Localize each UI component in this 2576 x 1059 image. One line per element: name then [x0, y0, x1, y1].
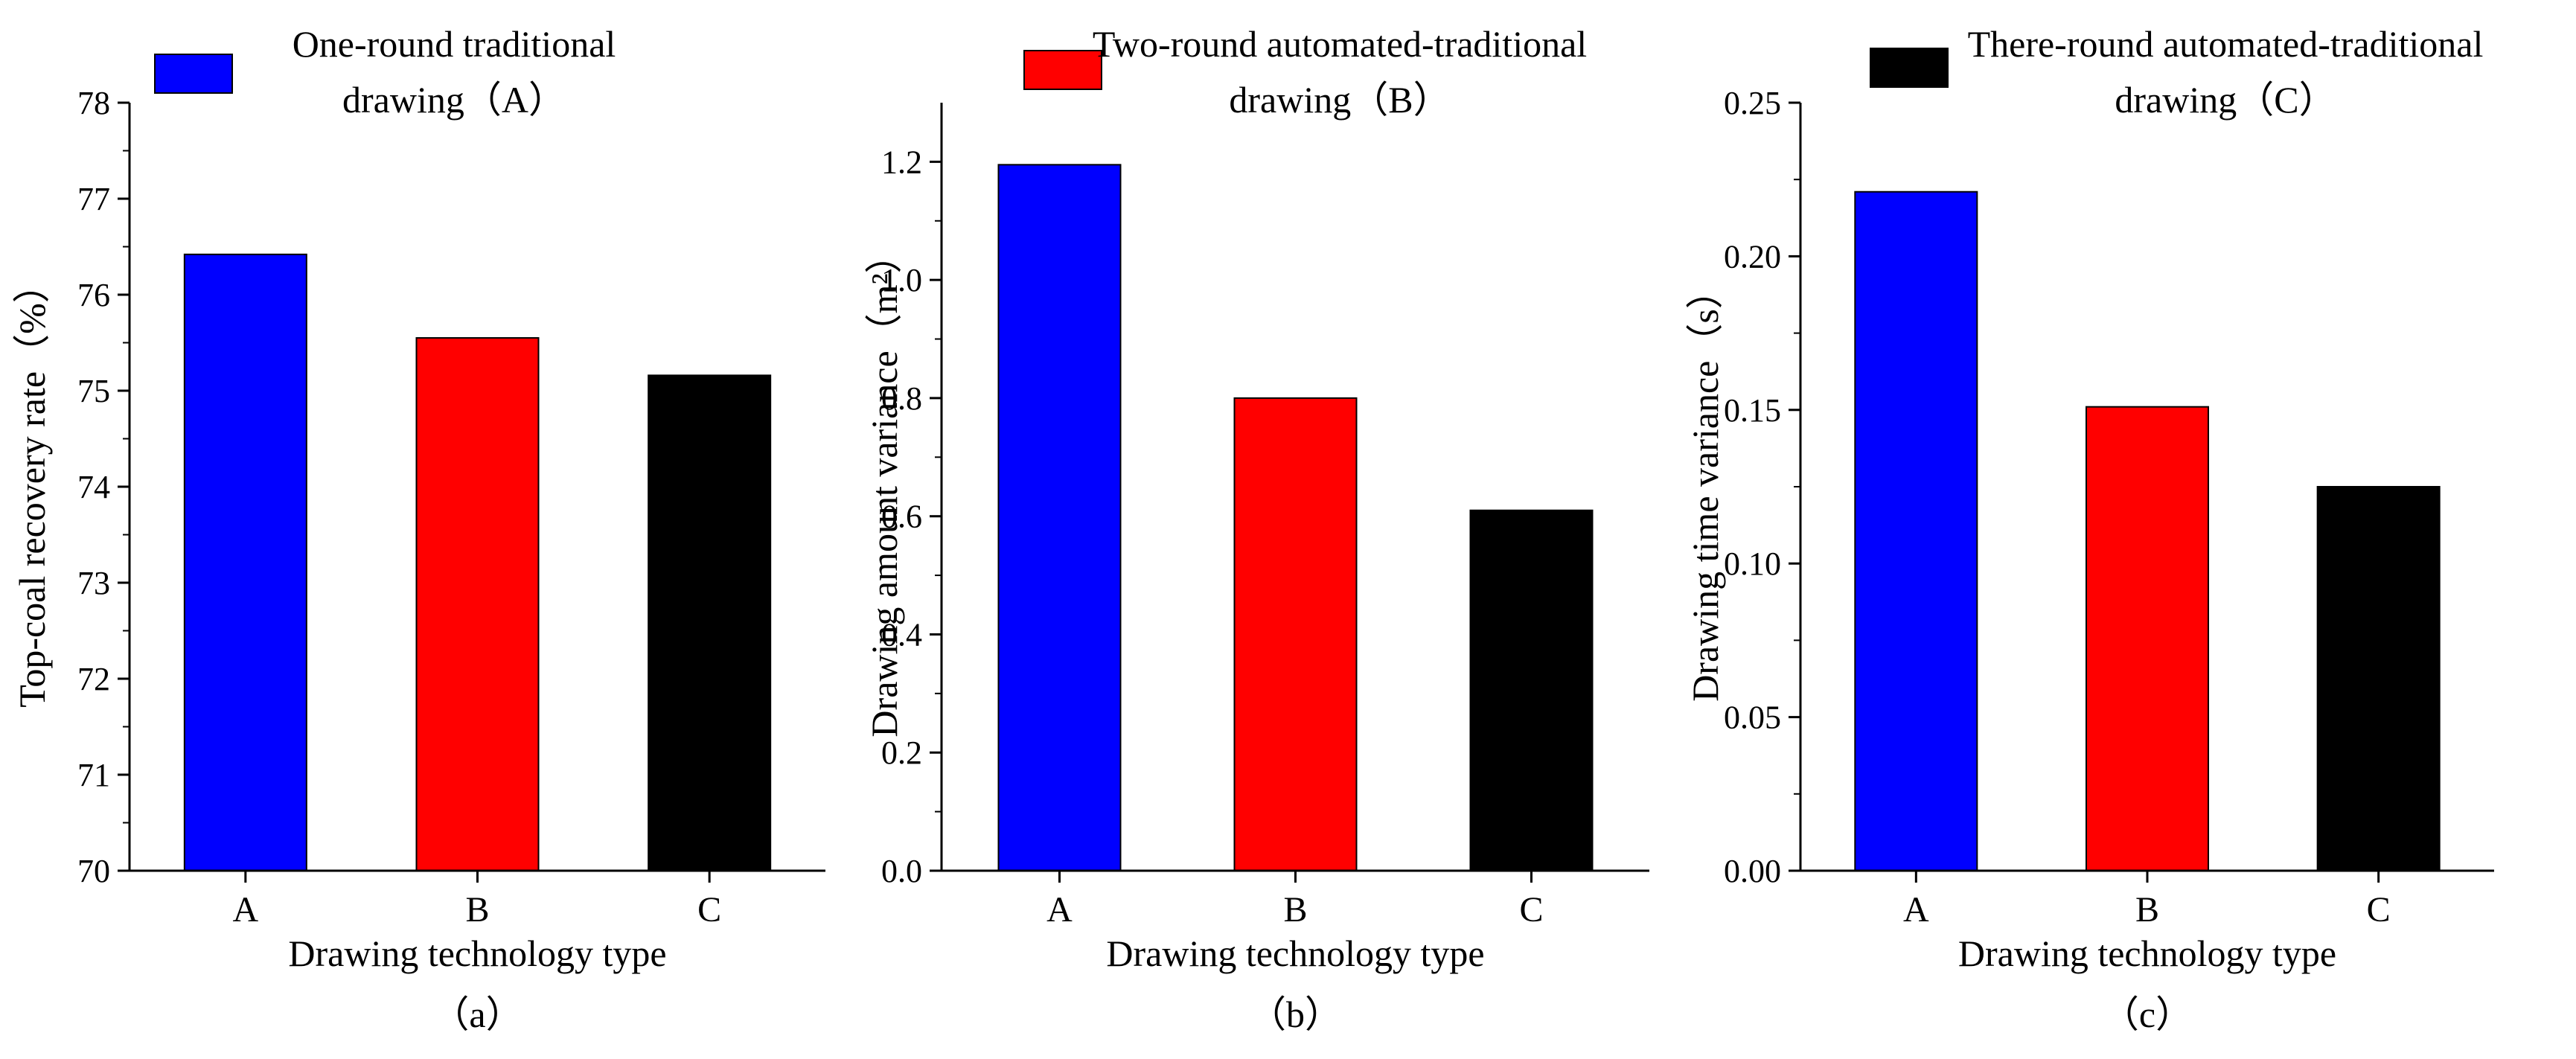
legend-label: drawing（C）	[2115, 79, 2336, 121]
x-tick-label: C	[697, 890, 721, 930]
legend-swatch	[1023, 50, 1102, 90]
bar-b	[1233, 397, 1358, 871]
bar-b	[2086, 406, 2209, 871]
y-tick-label: 0.05	[1724, 700, 1781, 736]
x-tick-label: A	[232, 890, 258, 930]
x-tick-label: B	[465, 890, 489, 930]
y-tick-label: 0.25	[1724, 85, 1781, 121]
x-tick-label: C	[1519, 890, 1543, 930]
y-tick-label: 76	[77, 277, 110, 313]
y-tick-label: 0.6	[881, 499, 922, 535]
y-tick-label: 0.10	[1724, 546, 1781, 582]
y-tick-label: 71	[77, 757, 110, 793]
panel-label: （c）	[2102, 994, 2193, 1035]
panel-label: （a）	[432, 994, 522, 1035]
legend-label: Two-round automated-traditional	[1093, 23, 1587, 65]
y-tick-label: 73	[77, 565, 110, 601]
y-tick-label: 0.0	[881, 853, 922, 889]
bar-c	[1469, 509, 1594, 871]
x-tick-label: B	[1283, 890, 1307, 930]
y-tick-label: 72	[77, 661, 110, 697]
x-axis-title: Drawing technology type	[1106, 932, 1484, 974]
y-tick-label: 0.20	[1724, 238, 1781, 275]
panel-label: （b）	[1249, 994, 1342, 1035]
y-tick-label: 0.2	[881, 735, 922, 771]
chart-panel-1: A B C 70 71 72 73 74 75 76 77 78 Drawing technology …	[11, 23, 825, 1035]
x-tick-label: A	[1903, 890, 1929, 930]
y-axis-title: Drawing amount variance（m²）	[863, 236, 905, 737]
legend-swatch	[154, 54, 233, 94]
bar-c	[2316, 486, 2441, 871]
bar-a	[997, 164, 1122, 872]
y-tick-label: 77	[77, 181, 110, 217]
y-tick-label: 0.15	[1724, 392, 1781, 429]
y-tick-label: 0.4	[881, 616, 922, 653]
bar-c	[648, 374, 772, 871]
x-axis-title: Drawing technology type	[288, 932, 666, 974]
y-tick-label: 1.2	[881, 144, 922, 180]
y-tick-label: 0.00	[1724, 853, 1781, 889]
chart-panel-3: A B C 0.00 0.05 0.10 0.15 0.20 0.25 Drawing techn…	[1684, 23, 2494, 1035]
x-tick-label: A	[1046, 890, 1073, 930]
y-axis-title: Top-coal recovery rate（%）	[11, 266, 53, 707]
bar-a	[183, 253, 307, 871]
x-axis-title: Drawing technology type	[1958, 932, 2336, 974]
x-tick-label: C	[2367, 890, 2391, 930]
legend-label: There-round automated-traditional	[1968, 23, 2484, 65]
legend-swatch	[1870, 48, 1949, 88]
y-tick-label: 74	[77, 469, 110, 505]
x-tick-label: B	[2135, 890, 2159, 930]
legend-label: drawing（A）	[342, 79, 566, 121]
y-tick-label: 70	[77, 853, 110, 889]
y-axis-title: Drawing time variance（s）	[1684, 272, 1726, 702]
legend-label: One-round traditional	[293, 23, 616, 65]
bar-a	[1854, 191, 1978, 872]
chart-panel-2: A B C 0.0 0.2 0.4 0.6 0.8 1.0 1.2 Drawing technolo…	[863, 23, 1649, 1035]
y-tick-label: 0.8	[881, 380, 922, 417]
y-tick-label: 1.0	[881, 262, 922, 298]
y-tick-label: 75	[77, 373, 110, 409]
y-tick-label: 78	[77, 85, 110, 121]
bar-b	[415, 337, 540, 871]
legend-label: drawing（B）	[1229, 79, 1450, 121]
